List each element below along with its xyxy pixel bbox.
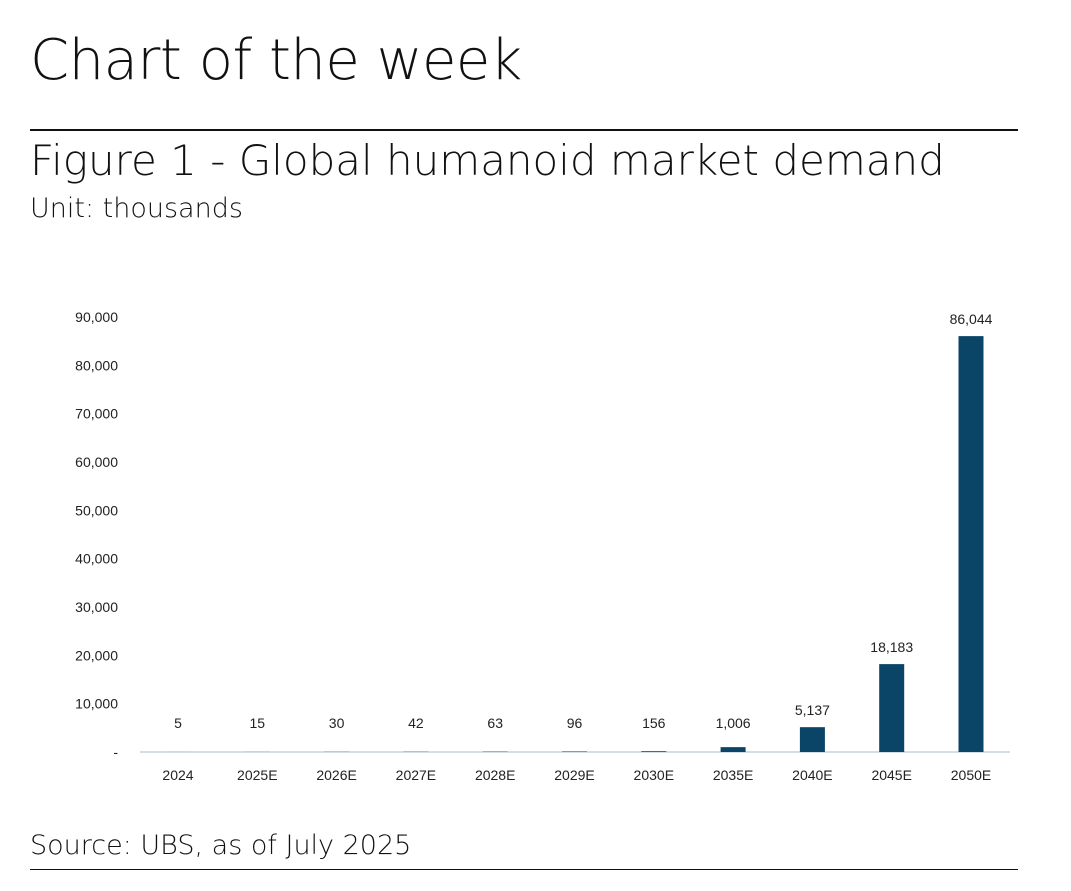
data-label: 5,137 [795, 702, 830, 718]
x-tick-label: 2026E [316, 767, 356, 783]
x-tick-label: 2050E [951, 767, 991, 783]
data-label: 5 [174, 715, 182, 731]
data-label: 63 [487, 715, 503, 731]
data-label: 18,183 [870, 639, 913, 655]
unit-label: Unit: thousands [30, 193, 243, 224]
y-tick-label: 10,000 [75, 696, 118, 712]
bar [720, 747, 746, 752]
y-tick-label: 20,000 [75, 647, 118, 663]
bar [641, 751, 667, 752]
x-tick-label: 2027E [396, 767, 436, 783]
x-tick-label: 2045E [871, 767, 911, 783]
data-label: 1,006 [716, 715, 751, 731]
bar [879, 664, 905, 752]
data-label: 42 [408, 715, 424, 731]
y-tick-label: 90,000 [75, 309, 118, 325]
data-label: 30 [329, 715, 345, 731]
data-label: 86,044 [950, 311, 993, 327]
figure-title: Figure 1 - Global humanoid market demand [30, 136, 945, 185]
source-note: Source: UBS, as of July 2025 [30, 830, 412, 861]
bar [958, 336, 984, 752]
data-label: 15 [250, 715, 266, 731]
x-tick-label: 2030E [634, 767, 674, 783]
data-label: 156 [642, 715, 666, 731]
y-tick-label: 30,000 [75, 599, 118, 615]
x-tick-label: 2035E [713, 767, 753, 783]
y-tick-label: 40,000 [75, 551, 118, 567]
y-tick-label: 60,000 [75, 454, 118, 470]
x-tick-label: 2040E [792, 767, 832, 783]
source-divider [30, 869, 1018, 870]
x-tick-label: 2025E [237, 767, 277, 783]
y-tick-label: - [113, 744, 118, 760]
data-label: 96 [567, 715, 583, 731]
title-divider [30, 129, 1018, 131]
y-tick-label: 50,000 [75, 502, 118, 518]
x-tick-label: 2024 [162, 767, 193, 783]
y-tick-label: 70,000 [75, 406, 118, 422]
y-tick-label: 80,000 [75, 357, 118, 373]
x-tick-label: 2028E [475, 767, 515, 783]
bar [799, 727, 825, 752]
page-title: Chart of the week [30, 28, 522, 93]
x-tick-label: 2029E [554, 767, 594, 783]
